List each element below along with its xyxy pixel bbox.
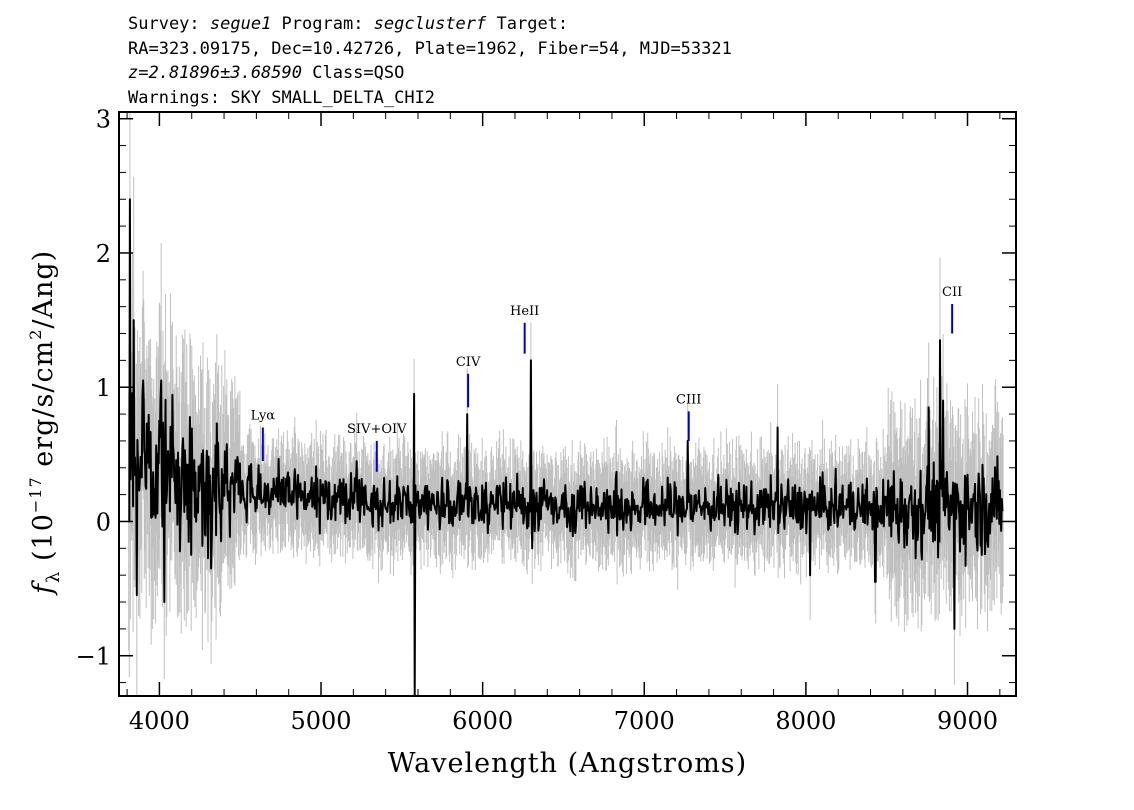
x-tick-label: 9000 [937,707,998,735]
program-label: Program: [271,14,374,34]
header-line-2: RA=323.09175, Dec=10.42726, Plate=1962, … [128,38,732,59]
flux-line [128,198,1004,697]
marker-label-ly: Lyα [251,408,276,423]
y-tick-label: 1 [96,374,111,402]
emission-line-markers: Lyα SIV+OIV CIV HeII CIII CII [251,285,962,472]
survey-value: segue1 [209,14,272,34]
marker-label-ciii: CIII [676,392,701,407]
y-label-exp2: 2 [26,329,45,340]
flux-series [128,198,1004,697]
y-label-lambda: λ [43,571,64,583]
y-label-mid: erg/s/cm [28,340,59,477]
y-axis-label: fλ (10−17 erg/s/cm2/Ang) [26,250,64,596]
y-tick-label: 0 [96,508,111,536]
y-tick-label: −1 [76,643,111,671]
survey-label: Survey: [128,14,210,34]
y-label-pre: (10 [28,513,59,570]
marker-label-civ: CIV [456,355,481,370]
y-label-f: f [28,580,59,596]
x-tick-label: 5000 [290,707,351,735]
axis-ticks: 4000 5000 6000 7000 8000 9000 −1 0 1 2 3 [76,106,1016,735]
plot-frame [118,111,1017,697]
header-line-3: z=2.81896±3.68590 Class=QSO [128,61,732,86]
program-value: segclusterf [373,14,487,34]
marker-label-sivoiv: SIV+OIV [347,422,407,437]
y-label-post: /Ang) [28,250,59,329]
y-tick-label: 2 [96,240,111,268]
error-band [128,112,1004,696]
marker-label-heii: HeII [510,304,539,319]
error-band-path [128,112,1004,696]
x-tick-label: 7000 [614,707,675,735]
y-tick-label: 3 [96,106,111,134]
redshift-value: z=2.81896±3.68590 [128,63,302,83]
spectrum-header: Survey: segue1 Program: segclusterf Targ… [128,12,732,110]
header-line-4: Warnings: SKY SMALL_DELTA_CHI2 [128,87,436,108]
x-tick-label: 8000 [775,707,836,735]
class-value: Class=QSO [302,63,405,83]
marker-label-cii: CII [942,285,962,300]
y-label-exp: −17 [26,476,45,513]
x-tick-label: 6000 [452,707,513,735]
x-tick-label: 4000 [129,707,190,735]
target-label: Target: [486,14,569,34]
header-line-1: Survey: segue1 Program: segclusterf Targ… [128,12,732,37]
x-axis-label: Wavelength (Angstroms) [388,748,747,779]
